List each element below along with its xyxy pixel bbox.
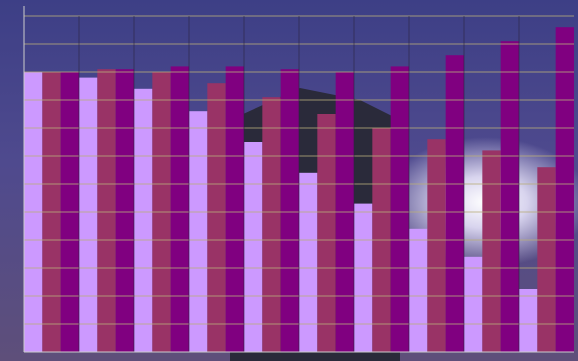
bar xyxy=(555,27,574,352)
bar xyxy=(427,139,446,352)
bar xyxy=(134,88,153,353)
bar xyxy=(537,167,556,352)
bar xyxy=(225,66,244,353)
bar xyxy=(299,172,318,352)
bar xyxy=(317,114,336,352)
bar xyxy=(170,66,189,353)
bar xyxy=(464,256,483,352)
bar xyxy=(244,142,263,352)
plot-area xyxy=(23,6,574,353)
bar xyxy=(482,150,501,352)
bar xyxy=(519,289,538,352)
bar xyxy=(280,69,299,352)
bar xyxy=(189,111,208,352)
bar xyxy=(445,55,464,352)
bar xyxy=(500,41,519,352)
bar xyxy=(409,228,428,352)
bar xyxy=(354,203,373,352)
bar xyxy=(115,69,134,352)
bar xyxy=(207,83,226,352)
bar xyxy=(262,97,281,352)
bar xyxy=(79,77,98,352)
bar xyxy=(390,66,409,353)
bar xyxy=(97,69,116,352)
